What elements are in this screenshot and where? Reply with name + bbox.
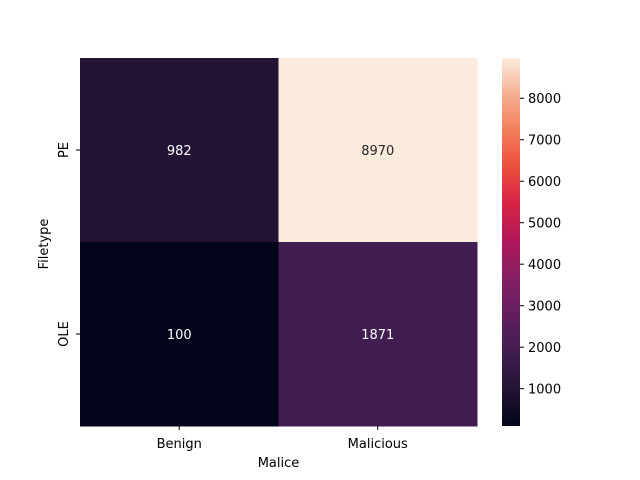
heatmap-cell bbox=[80, 58, 279, 243]
heatmap-cell-labels: 982 8970 100 1871 bbox=[167, 144, 394, 343]
x-axis: Benign Malicious bbox=[157, 426, 408, 452]
y-axis: PE OLE bbox=[57, 142, 80, 347]
y-tick-label: PE bbox=[57, 142, 72, 158]
colorbar-tick-label: 1000 bbox=[528, 383, 561, 398]
heatmap-cell bbox=[80, 242, 279, 427]
colorbar-tick-label: 3000 bbox=[528, 300, 561, 315]
x-tick-label: Benign bbox=[157, 437, 202, 452]
colorbar-gradient bbox=[502, 58, 520, 426]
heatmap-cell bbox=[278, 242, 478, 427]
cell-value-label: 1871 bbox=[361, 328, 394, 343]
x-tick-label: Malicious bbox=[348, 437, 408, 452]
cell-value-label: 982 bbox=[167, 144, 192, 159]
colorbar: 1000 2000 3000 4000 5000 6000 7000 8000 bbox=[502, 58, 561, 426]
colorbar-tick-label: 8000 bbox=[528, 92, 561, 107]
heatmap-cell bbox=[278, 58, 478, 243]
colorbar-tick-label: 4000 bbox=[528, 258, 561, 273]
heatmap-cells bbox=[80, 58, 478, 427]
colorbar-tick-label: 6000 bbox=[528, 175, 561, 190]
y-tick-label: OLE bbox=[57, 321, 72, 347]
x-axis-label: Malice bbox=[258, 456, 300, 471]
cell-value-label: 100 bbox=[167, 328, 192, 343]
cell-value-label: 8970 bbox=[361, 144, 394, 159]
y-axis-label: Filetype bbox=[37, 219, 52, 270]
colorbar-tick-label: 2000 bbox=[528, 341, 561, 356]
colorbar-tick-label: 7000 bbox=[528, 134, 561, 149]
colorbar-tick-label: 5000 bbox=[528, 217, 561, 232]
